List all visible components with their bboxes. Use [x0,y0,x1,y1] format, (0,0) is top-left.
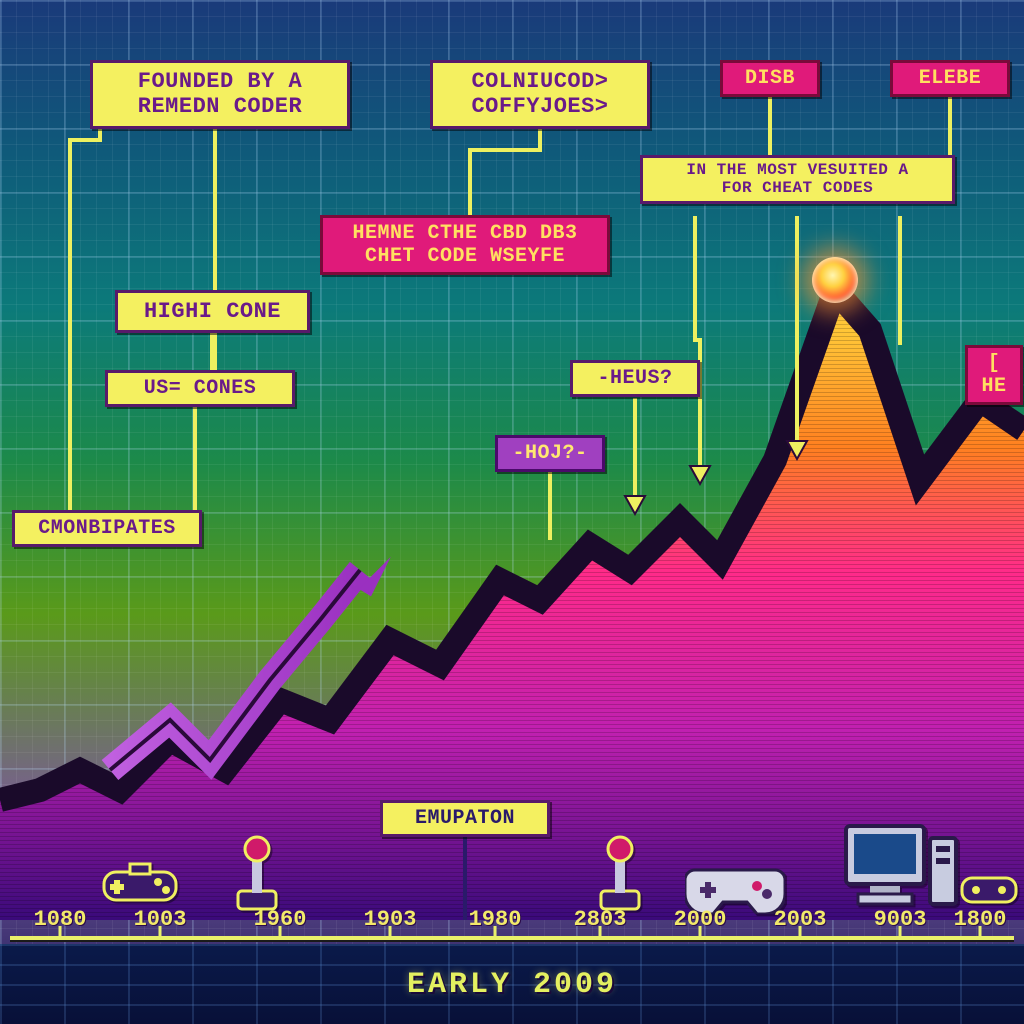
callout-highcone: HIGHI CONE [115,290,310,333]
x-tick-mark [389,926,392,940]
callout-founded: FOUNDED BY A REMEDN CODER [90,60,350,129]
x-tick-mark [599,926,602,940]
x-tick-mark [899,926,902,940]
marker-arrow-icon [690,466,710,484]
callout-heus: -HEUS? [570,360,700,397]
x-tick-mark [979,926,982,940]
connector-line [695,216,700,480]
callout-emupaton: EMUPATON [380,800,550,837]
callout-hoj: -HOJ?- [495,435,605,472]
marker-arrow-icon [625,496,645,514]
x-tick-mark [494,926,497,940]
callout-cmonb: CMONBIPATES [12,510,202,547]
callout-disb: DISB [720,60,820,97]
callout-uscones: US= CONES [105,370,295,407]
callout-elebe: ELEBE [890,60,1010,97]
callout-colnucod: COLNIUCOD> COFFYJOES> [430,60,650,129]
x-tick-mark [699,926,702,940]
x-tick-mark [59,926,62,940]
callout-mostvisit: IN THE MOST VESUITED A FOR CHEAT CODES [640,155,955,204]
x-tick-mark [159,926,162,940]
callout-he: [ HE [965,345,1023,405]
connector-line [70,112,100,540]
peak-marker-icon [812,257,858,303]
callout-hemecode: HEMNE CTHE CBD DB3 CHET CODE WSEYFE [320,215,610,275]
x-tick-mark [799,926,802,940]
x-tick-mark [279,926,282,940]
x-axis: 1080100319601903198028032000200390031800 [0,904,1024,932]
chart-title: EARLY 2009 [0,968,1024,1002]
connector-line [470,116,540,215]
